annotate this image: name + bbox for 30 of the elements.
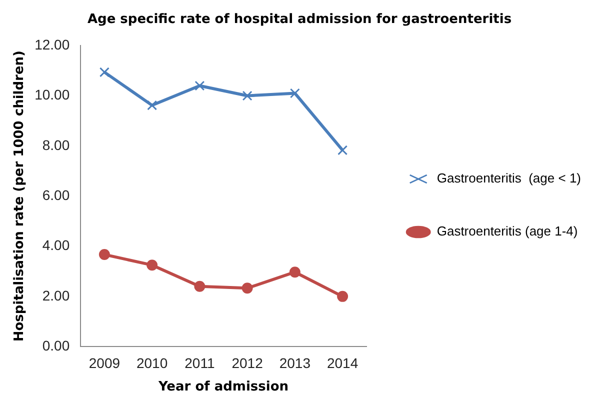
- point: [147, 100, 158, 110]
- point: [98, 249, 110, 260]
- point: [242, 90, 252, 101]
- x-tick-label: 2011: [184, 354, 215, 371]
- x-axis-title: Year of admission: [157, 380, 289, 395]
- y-tick-label: 0.00: [42, 337, 70, 354]
- point: [290, 88, 300, 98]
- point: [194, 80, 205, 91]
- x-tick-label: 2014: [326, 354, 358, 371]
- y-tick-label: 6.00: [42, 186, 70, 203]
- chart-title: Age specific rate of hospital admission for gastroenteritis: [87, 12, 512, 28]
- x-tick-label: 2013: [279, 354, 311, 371]
- y-axis-title: Hospitalisation rate (per 1000 children): [12, 50, 28, 342]
- x-tick-label: 2012: [232, 354, 264, 371]
- y-tick-label: 2.00: [42, 287, 70, 304]
- point: [146, 260, 158, 271]
- point: [289, 266, 300, 278]
- point: [338, 145, 348, 156]
- y-tick-label: 10.00: [34, 86, 70, 103]
- legend-label: Gastroenteritis (age 1-4): [436, 224, 578, 239]
- y-tick-label: 8.00: [42, 136, 70, 153]
- x-tick-label: 2010: [136, 354, 168, 371]
- legend-label: Gastroenteritis (age < 1): [436, 170, 582, 186]
- point: [337, 290, 348, 302]
- point: [194, 280, 206, 292]
- y-tick-label: 4.00: [42, 237, 70, 254]
- point: [99, 67, 110, 78]
- point: [242, 282, 253, 294]
- x-tick-label: 2009: [88, 354, 120, 371]
- y-tick-label: 12.00: [34, 36, 70, 52]
